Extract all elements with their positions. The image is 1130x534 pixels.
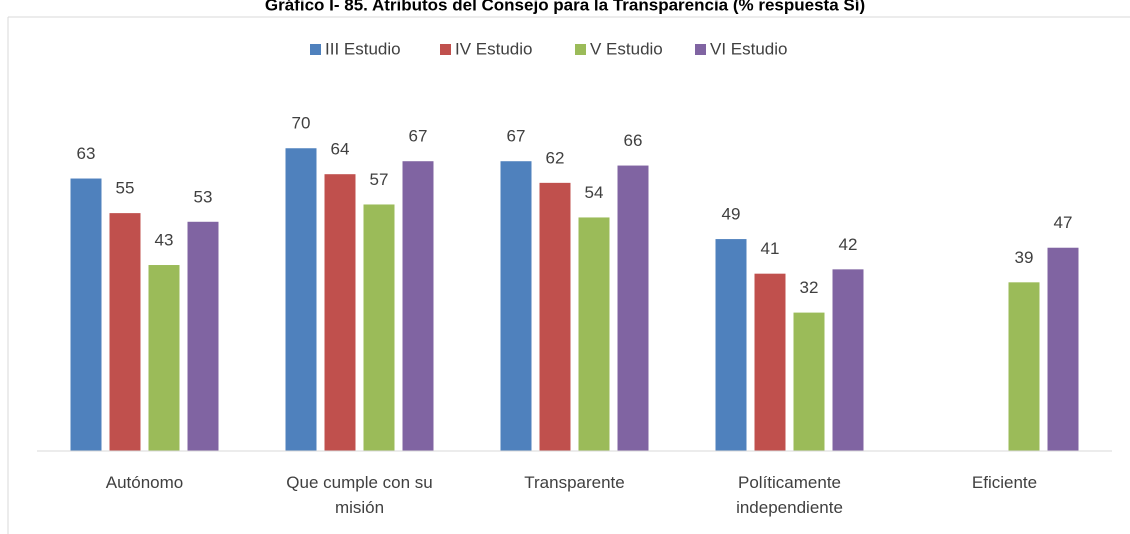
bar [715, 239, 747, 451]
bar [832, 269, 864, 451]
value-label: 39 [1015, 248, 1034, 267]
value-label: 67 [507, 127, 526, 146]
bar [109, 213, 141, 451]
chart-title: Gráfico I- 85. Atributos del Consejo par… [265, 0, 865, 14]
value-label: 32 [800, 278, 819, 297]
x-tick-label: Políticamente independiente [736, 473, 843, 517]
value-label: 54 [585, 183, 604, 202]
value-label: 63 [77, 144, 96, 163]
bar [187, 221, 219, 451]
legend-swatch [440, 44, 451, 55]
bar [363, 204, 395, 451]
value-label: 42 [839, 235, 858, 254]
value-label: 67 [409, 127, 428, 146]
legend-swatch [575, 44, 586, 55]
value-label: 70 [292, 114, 311, 133]
legend-label: IV Estudio [455, 39, 533, 58]
x-tick-label: Eficiente [971, 473, 1038, 492]
legend-label: VI Estudio [710, 39, 788, 58]
value-label: 41 [761, 239, 780, 258]
bar [754, 273, 786, 451]
bar [285, 148, 317, 451]
bar [324, 174, 356, 451]
value-label: 57 [370, 170, 389, 189]
legend-swatch [310, 44, 321, 55]
x-tick-label: Autónomo [105, 473, 184, 492]
value-label: 43 [155, 231, 174, 250]
value-label: 64 [331, 140, 350, 159]
x-tick-label: Que cumple con su misión [286, 473, 433, 517]
bar [70, 178, 102, 451]
bar [539, 182, 571, 451]
bar [1047, 247, 1079, 451]
value-label: 49 [722, 205, 741, 224]
legend-label: V Estudio [590, 39, 663, 58]
x-tick-label: Transparente [524, 473, 625, 492]
value-label: 55 [116, 179, 135, 198]
bar [617, 165, 649, 452]
bar [500, 161, 532, 451]
value-label: 62 [546, 148, 565, 167]
value-label: 66 [624, 131, 643, 150]
legend-label: III Estudio [325, 39, 401, 58]
value-label: 47 [1054, 213, 1073, 232]
bar [578, 217, 610, 451]
bar [402, 161, 434, 451]
bar [1008, 282, 1040, 451]
legend-swatch [695, 44, 706, 55]
bar [793, 312, 825, 451]
bar [148, 265, 180, 451]
value-label: 53 [194, 187, 213, 206]
